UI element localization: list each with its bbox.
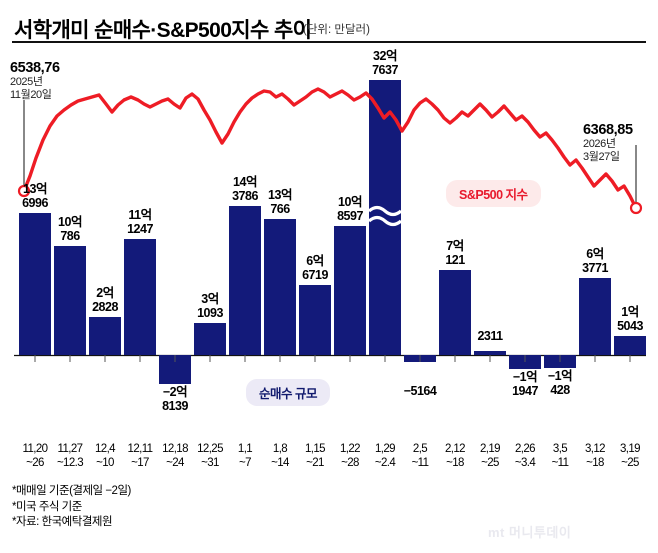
x-axis-label: 3,5 ~11 (551, 443, 569, 469)
end-date-year: 2026년 (583, 138, 616, 150)
bar-value-label: 13억 766 (268, 188, 292, 216)
bar-value-label: 2억 2828 (92, 286, 118, 314)
bar-value-label: 7억 121 (445, 239, 465, 267)
bar (54, 246, 86, 355)
bar-value-label: 6억 6719 (302, 254, 328, 282)
bar-value-label: 13억 6996 (22, 182, 48, 210)
footnote-3: *자료: 한국예탁결제원 (12, 516, 113, 528)
bar-value-label: 32억 7637 (372, 49, 398, 77)
x-axis-label: 1,22 ~28 (340, 443, 361, 469)
x-axis-label: 2,26 ~3.4 (514, 443, 536, 469)
x-axis-label: 1,15 ~21 (305, 443, 326, 469)
x-axis-label: 12,4 ~10 (95, 443, 116, 469)
bar-value-label: 11억 1247 (127, 208, 153, 236)
footnotes: *매매일 기준(결제일 −2일) *미국 주식 기준 *자료: 한국예탁결제원 (12, 484, 131, 531)
x-axis-label: 2,19 ~25 (480, 443, 501, 469)
start-date-day: 11월20일 (10, 89, 52, 101)
x-axis-label: 3,19 ~25 (620, 443, 641, 469)
bar-value-label: 6억 3771 (582, 247, 608, 275)
legend-sp500: S&P500 지수 (446, 180, 541, 207)
x-axis-label: 1,29 ~2.4 (374, 443, 396, 469)
x-axis-label: 11,27 ~12.3 (56, 443, 84, 469)
publisher-logo: mt 머니투데이 (488, 525, 572, 540)
sp500-end-annotation: 6368,85 2026년 3월27일 (583, 122, 633, 164)
bar (89, 317, 121, 355)
footnote-2: *미국 주식 기준 (12, 500, 82, 513)
axis-break-icon (367, 205, 403, 227)
bar-value-label: −1억 1947 (512, 370, 538, 398)
axis-ticks (34, 355, 631, 362)
x-axis-label: 2,5 ~11 (411, 443, 429, 469)
bar (439, 270, 471, 355)
bar (229, 206, 261, 355)
bar-value-label: 2311 (477, 329, 503, 343)
bar-value-label: 14억 3786 (232, 175, 258, 203)
sp500-end-marker (629, 201, 643, 215)
x-axis-label: 11,20 ~26 (22, 443, 49, 469)
end-value: 6368,85 (583, 122, 633, 138)
page-title: 서학개미 순매수·S&P500지수 추이 (14, 19, 312, 42)
bar (194, 323, 226, 355)
bar-value-label: 1억 5043 (617, 305, 643, 333)
start-date-year: 2025년 (10, 76, 43, 88)
bar (264, 219, 296, 355)
x-axis-label: 1,8 ~14 (271, 443, 289, 469)
bar-value-label: −1억 428 (547, 369, 573, 397)
bar-value-label: −2억 8139 (162, 385, 188, 413)
bar (124, 239, 156, 355)
bar (334, 226, 366, 355)
sp500-start-annotation: 6538,76 2025년 11월20일 (10, 60, 60, 102)
bar-value-label: 3억 1093 (197, 292, 223, 320)
bar (614, 336, 646, 355)
unit-label: (단위: 만달러) (303, 24, 370, 36)
x-axis-label: 2,12 ~18 (445, 443, 466, 469)
x-axis-label: 12,25 ~31 (197, 443, 223, 469)
x-axis-label: 3,12 ~18 (585, 443, 606, 469)
bar (579, 278, 611, 355)
sp500-start-marker (17, 184, 31, 198)
bar-value-label: 10억 786 (58, 215, 82, 243)
legend-net-buy: 순매수 규모 (246, 379, 330, 406)
bar (299, 285, 331, 355)
sp500-line (22, 87, 638, 210)
bar (19, 213, 51, 355)
title-divider (12, 41, 646, 43)
x-axis-label: 1,1 ~7 (237, 443, 253, 469)
x-axis-label: 12,18 ~24 (162, 443, 188, 469)
bar (474, 351, 506, 355)
bar-value-label: 10억 8597 (337, 195, 363, 223)
bar-value-label: −5164 (403, 384, 437, 398)
footnote-1: *매매일 기준(결제일 −2일) (12, 485, 131, 497)
end-date-day: 3월27일 (583, 151, 620, 163)
start-value: 6538,76 (10, 60, 60, 76)
x-axis-label: 12,11 ~17 (127, 443, 154, 469)
